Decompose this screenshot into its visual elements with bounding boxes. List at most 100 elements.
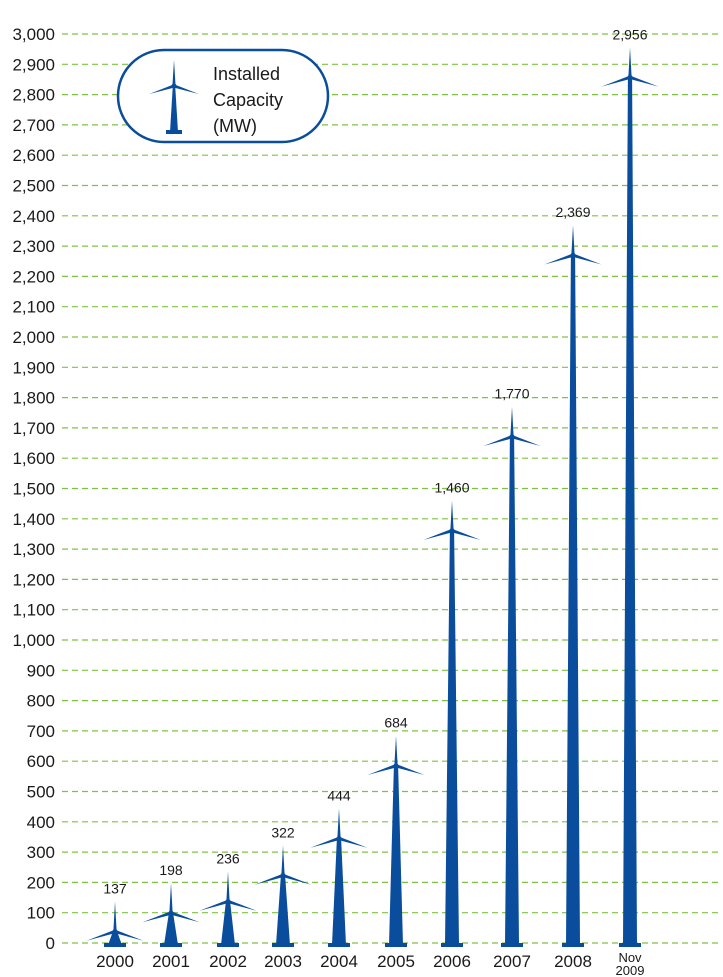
turbine-tower <box>170 86 178 132</box>
value-label: 2,369 <box>555 204 590 220</box>
turbine-blade <box>367 764 397 776</box>
y-tick-label: 2,300 <box>12 237 55 256</box>
y-tick-label: 1,700 <box>12 419 55 438</box>
y-tick-label: 1,900 <box>12 358 55 377</box>
turbine-tower <box>566 255 580 945</box>
turbine-blade <box>511 435 541 446</box>
y-tick-label: 1,100 <box>12 601 55 620</box>
y-tick-label: 2,100 <box>12 298 55 317</box>
turbine-tower <box>221 901 235 945</box>
y-tick-label: 2,700 <box>12 116 55 135</box>
y-tick-label: 1,500 <box>12 480 55 499</box>
turbine-blade <box>310 836 340 848</box>
legend-label-line-3: (MW) <box>213 116 257 136</box>
turbine-bar <box>310 808 368 947</box>
y-tick-label: 2,800 <box>12 86 55 105</box>
turbine-hub <box>171 83 177 89</box>
y-tick-label: 1,600 <box>12 449 55 468</box>
turbine-base <box>328 943 350 947</box>
turbine-blade <box>571 225 575 256</box>
turbine-tower <box>445 530 459 945</box>
turbine-blade <box>483 435 513 446</box>
y-tick-label: 600 <box>27 752 55 771</box>
turbine-blade <box>86 929 116 941</box>
y-axis: 0 100 200 300 400 500 600 700 800 900 1,000 1,100 1,… <box>12 25 55 953</box>
turbine-blade <box>282 873 312 885</box>
turbine-tower <box>389 765 403 945</box>
turbine-base <box>272 943 294 947</box>
x-tick-label: 2007 <box>493 952 531 971</box>
y-tick-label: 400 <box>27 813 55 832</box>
y-tick-label: 800 <box>27 692 55 711</box>
turbine-hub <box>570 252 576 258</box>
turbine-blade <box>572 253 602 265</box>
legend-turbine-icon <box>149 60 199 134</box>
x-tick-label: 2005 <box>377 952 415 971</box>
turbine-tower <box>505 436 519 945</box>
turbine-bar <box>423 500 481 947</box>
turbine-bar <box>483 406 541 947</box>
value-label: 198 <box>159 862 183 878</box>
y-tick-label: 2,200 <box>12 267 55 286</box>
turbine-blade <box>450 500 454 531</box>
turbine-base <box>217 943 239 947</box>
turbine-base <box>441 943 463 947</box>
turbine-hub <box>393 763 399 769</box>
turbine-blade <box>227 899 257 911</box>
turbine-blade <box>628 47 632 78</box>
x-axis: 2000 2001 2002 2003 2004 2005 2006 2007 2008 Nov2… <box>96 950 644 977</box>
x-tick-label: 2003 <box>264 952 302 971</box>
turbine-blade <box>601 75 631 87</box>
y-tick-label: 1,000 <box>12 631 55 650</box>
turbine-blade <box>281 845 285 876</box>
y-tick-label: 1,200 <box>12 570 55 589</box>
turbine-blade <box>173 84 199 95</box>
turbine-blade <box>254 873 284 885</box>
turbine-blade <box>170 911 200 923</box>
turbine-blade <box>226 871 230 902</box>
y-tick-label: 0 <box>46 934 55 953</box>
turbine-blade <box>510 406 514 437</box>
value-label: 137 <box>103 880 127 896</box>
turbine-blade <box>629 75 659 87</box>
y-tick-label: 900 <box>27 661 55 680</box>
turbine-bar <box>601 47 659 947</box>
y-tick-label: 700 <box>27 722 55 741</box>
y-tick-label: 1,300 <box>12 540 55 559</box>
x-tick-label: 2000 <box>96 952 134 971</box>
turbine-base <box>501 943 523 947</box>
turbine-blade <box>142 911 172 923</box>
turbine-hub <box>168 910 174 916</box>
value-label: 1,460 <box>434 480 469 496</box>
turbine-hub <box>280 872 286 878</box>
y-tick-label: 2,400 <box>12 207 55 226</box>
turbine-bar <box>86 901 144 947</box>
turbine-bar <box>367 735 425 947</box>
turbine-blade <box>114 929 144 941</box>
turbine-blade <box>423 529 453 540</box>
legend: Installed Capacity (MW) <box>116 48 330 144</box>
y-tick-label: 2,000 <box>12 328 55 347</box>
turbine-base <box>562 943 584 947</box>
y-tick-label: 200 <box>27 873 55 892</box>
turbine-blade <box>169 883 173 914</box>
turbine-hub <box>449 528 455 534</box>
value-label: 2,956 <box>612 26 647 42</box>
turbine-blade <box>451 529 481 540</box>
y-tick-label: 100 <box>27 904 55 923</box>
y-tick-label: 1,800 <box>12 389 55 408</box>
turbines: 137 198 236 322 444 684 1,460 1,770 2,369 2,956 <box>86 26 659 947</box>
turbine-base <box>385 943 407 947</box>
value-label: 322 <box>271 824 295 840</box>
y-tick-label: 3,000 <box>12 25 55 44</box>
turbine-blade <box>544 253 574 265</box>
x-tick-label: 2009 <box>616 963 645 977</box>
turbine-blade <box>338 836 368 848</box>
turbine-tower <box>623 77 637 945</box>
turbine-base <box>160 943 182 947</box>
y-tick-label: 2,900 <box>12 55 55 74</box>
legend-box <box>116 48 330 144</box>
turbine-hub <box>336 835 342 841</box>
y-tick-label: 500 <box>27 783 55 802</box>
